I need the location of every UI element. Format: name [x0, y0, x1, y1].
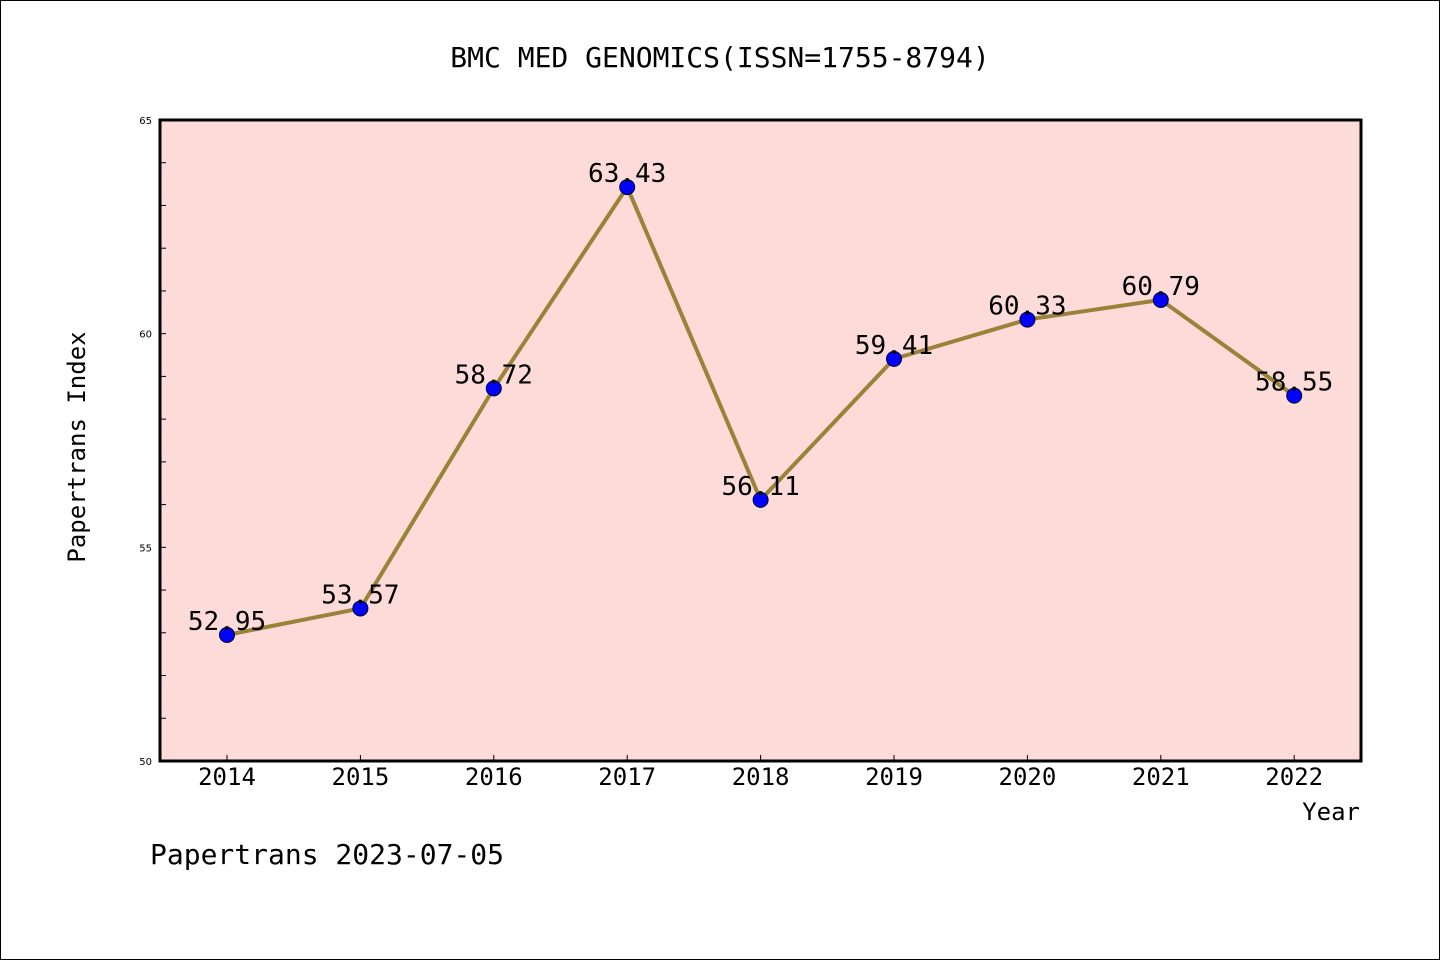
data-point: [1152, 291, 1169, 308]
x-axis: 2014 2015 2016 2017 2018 2019 2020 2021 2022: [198, 755, 1323, 791]
x-tick-label: 2022: [1265, 763, 1323, 791]
data-point: [219, 626, 235, 643]
data-point: [619, 179, 636, 196]
y-axis: 50 55 60 65: [139, 116, 166, 768]
x-tick-label: 2019: [865, 763, 923, 791]
y-tick-label: 50: [139, 757, 152, 768]
data-label-group: 52.95 53.57 58.72 63.43 56.11 59.41 60.33 60.79…: [188, 159, 1333, 637]
x-tick-label: 2015: [332, 763, 390, 791]
plot-area: [158, 118, 1363, 763]
x-tick-label: 2017: [598, 763, 656, 791]
data-label: 58.55: [1255, 368, 1333, 398]
data-point: [752, 491, 769, 508]
data-label: 60.79: [1122, 272, 1200, 302]
data-point: [886, 350, 902, 367]
data-point: [1286, 387, 1303, 404]
data-label: 58.72: [455, 360, 533, 390]
data-label: 56.11: [721, 472, 799, 502]
marker-group: [219, 179, 1303, 643]
data-label: 52.95: [188, 607, 266, 637]
data-point: [1019, 311, 1036, 328]
x-tick-label: 2014: [198, 763, 256, 791]
data-point: [352, 600, 369, 617]
data-label: 60.33: [988, 292, 1066, 322]
y-tick-label: 60: [139, 330, 152, 341]
x-tick-label: 2016: [465, 763, 523, 791]
data-label: 53.57: [321, 580, 399, 610]
data-label: 59.41: [855, 331, 933, 361]
x-tick-label: 2020: [999, 763, 1057, 791]
chart-title: BMC MED GENOMICS(ISSN=1755-8794): [450, 41, 989, 74]
data-label: 63.43: [588, 159, 666, 189]
y-axis-label: Papertrans Index: [63, 331, 91, 562]
y-tick-label: 55: [139, 543, 152, 554]
x-axis-label: Year: [1302, 798, 1360, 826]
footer-text: Papertrans 2023-07-05: [150, 838, 504, 871]
data-point: [485, 380, 502, 397]
x-tick-label: 2021: [1132, 763, 1190, 791]
y-tick-label: 65: [139, 116, 152, 127]
x-tick-label: 2018: [732, 763, 790, 791]
